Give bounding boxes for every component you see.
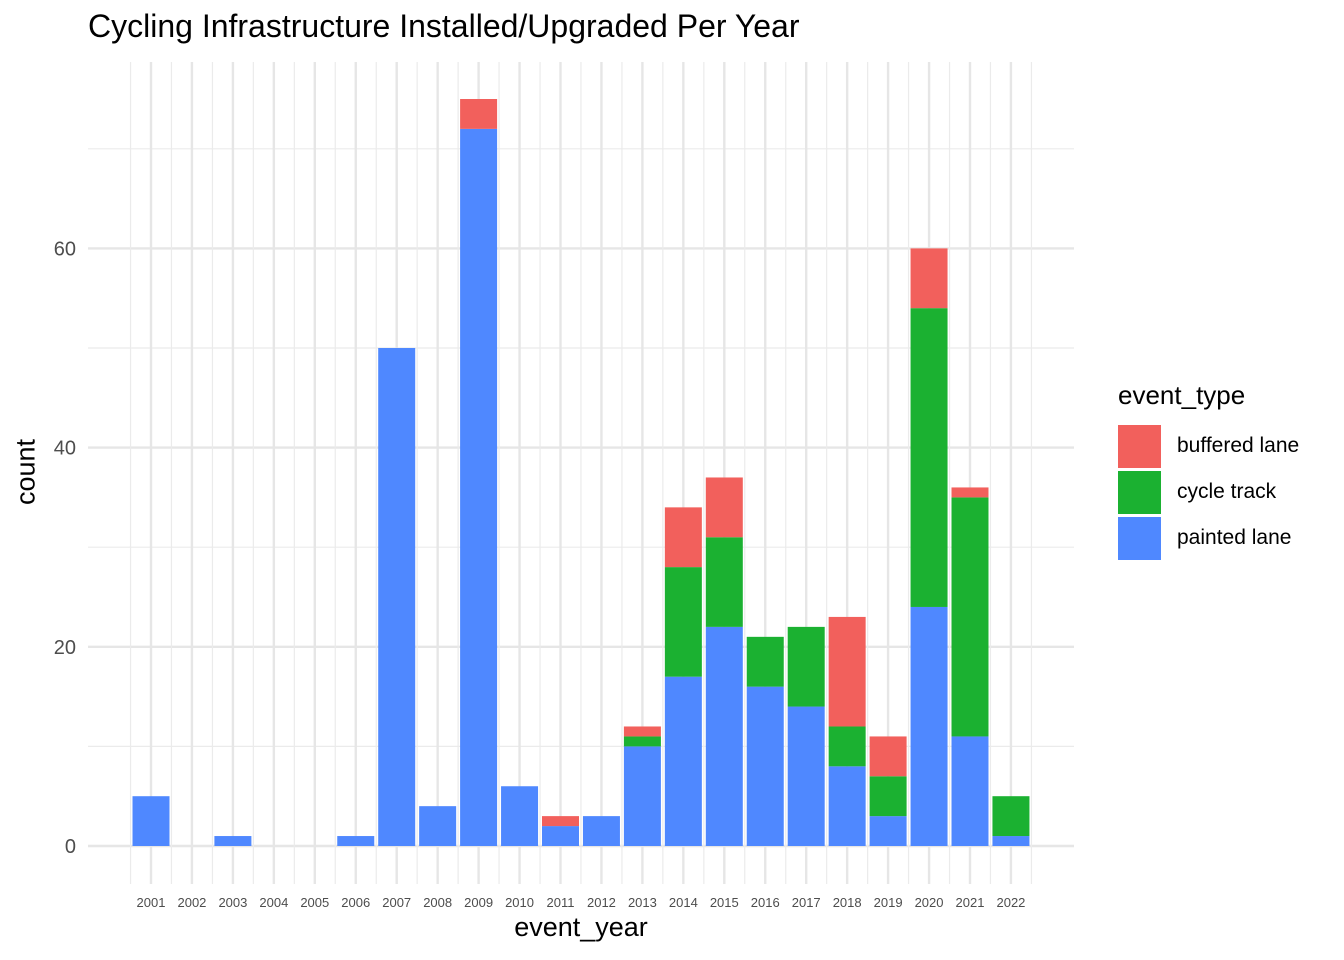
y-tick-label: 20 [54, 637, 76, 659]
bar-cycle-track-2019 [869, 776, 907, 817]
x-tick-label: 2013 [628, 895, 657, 910]
x-tick-label: 2018 [833, 895, 862, 910]
legend-label: painted lane [1177, 526, 1292, 549]
bar-painted-lane-2016 [746, 686, 784, 846]
bar-cycle-track-2017 [787, 626, 825, 707]
x-tick-label: 2019 [874, 895, 903, 910]
legend-label: buffered lane [1177, 434, 1300, 457]
bar-painted-lane-2012 [582, 816, 620, 846]
bar-buffered-lane-2019 [869, 736, 907, 777]
legend-item-painted-lane: painted lane [1118, 515, 1299, 561]
bar-cycle-track-2022 [992, 796, 1030, 837]
bar-cycle-track-2014 [664, 567, 702, 677]
bar-cycle-track-2013 [623, 736, 661, 747]
bar-cycle-track-2015 [705, 537, 743, 627]
legend-item-cycle-track: cycle track [1118, 469, 1299, 515]
bar-painted-lane-2013 [623, 746, 661, 846]
x-tick-label: 2002 [177, 895, 206, 910]
x-tick-label: 2015 [710, 895, 739, 910]
x-tick-label: 2012 [587, 895, 616, 910]
bar-painted-lane-2019 [869, 816, 907, 846]
bar-buffered-lane-2009 [460, 99, 498, 129]
bar-painted-lane-2015 [705, 626, 743, 846]
bar-painted-lane-2006 [337, 836, 375, 846]
bar-painted-lane-2020 [910, 606, 948, 846]
x-tick-label: 2010 [505, 895, 534, 910]
bar-buffered-lane-2021 [951, 487, 989, 498]
legend-key-buffered-lane [1118, 424, 1161, 468]
bar-cycle-track-2018 [828, 726, 866, 767]
legend: event_type buffered lane cycle track pai… [1118, 380, 1299, 561]
x-tick-label: 2004 [259, 895, 288, 910]
y-tick-label: 40 [54, 438, 76, 460]
bar-buffered-lane-2013 [623, 726, 661, 737]
x-tick-label: 2014 [669, 895, 698, 910]
x-tick-label: 2003 [218, 895, 247, 910]
x-tick-label: 2005 [300, 895, 329, 910]
y-tick-label: 0 [65, 836, 76, 858]
bar-buffered-lane-2020 [910, 248, 948, 309]
bar-cycle-track-2020 [910, 308, 948, 607]
bar-painted-lane-2017 [787, 706, 825, 846]
bar-painted-lane-2008 [419, 806, 457, 846]
x-tick-label: 2001 [137, 895, 166, 910]
bar-painted-lane-2010 [501, 786, 539, 846]
axis-ticks: 0 20 40 60 2001 2002 2003 2004 2005 2006 2007 2008 2… [54, 238, 1026, 910]
y-tick-label: 60 [54, 238, 76, 260]
bar-painted-lane-2014 [664, 676, 702, 846]
x-axis-label: event_year [514, 912, 648, 942]
legend-label: cycle track [1177, 480, 1277, 503]
bar-cycle-track-2021 [951, 497, 989, 737]
bar-buffered-lane-2014 [664, 507, 702, 568]
bar-painted-lane-2022 [992, 836, 1030, 846]
bar-painted-lane-2018 [828, 766, 866, 846]
x-tick-label: 2020 [915, 895, 944, 910]
x-tick-label: 2021 [956, 895, 985, 910]
bar-painted-lane-2007 [378, 348, 416, 846]
legend-item-buffered-lane: buffered lane [1118, 423, 1299, 469]
x-tick-label: 2008 [423, 895, 452, 910]
x-tick-label: 2017 [792, 895, 821, 910]
chart-title: Cycling Infrastructure Installed/Upgrade… [88, 8, 800, 44]
bar-painted-lane-2001 [132, 796, 170, 846]
legend-key-cycle-track [1118, 470, 1161, 514]
x-tick-label: 2006 [341, 895, 370, 910]
x-tick-label: 2009 [464, 895, 493, 910]
bar-painted-lane-2011 [542, 826, 579, 846]
x-tick-label: 2022 [996, 895, 1025, 910]
bar-painted-lane-2003 [214, 836, 252, 846]
x-tick-label: 2016 [751, 895, 780, 910]
x-tick-label: 2007 [382, 895, 411, 910]
x-tick-label: 2011 [547, 895, 575, 910]
bar-buffered-lane-2011 [542, 816, 579, 827]
y-axis-label: count [10, 438, 41, 506]
bar-cycle-track-2016 [746, 636, 784, 687]
legend-title: event_type [1118, 380, 1246, 410]
bar-painted-lane-2009 [460, 128, 498, 846]
bar-painted-lane-2021 [951, 736, 989, 846]
legend-key-painted-lane [1118, 516, 1161, 560]
bar-buffered-lane-2015 [705, 477, 743, 538]
bar-buffered-lane-2018 [828, 616, 866, 727]
bars [132, 99, 1030, 846]
